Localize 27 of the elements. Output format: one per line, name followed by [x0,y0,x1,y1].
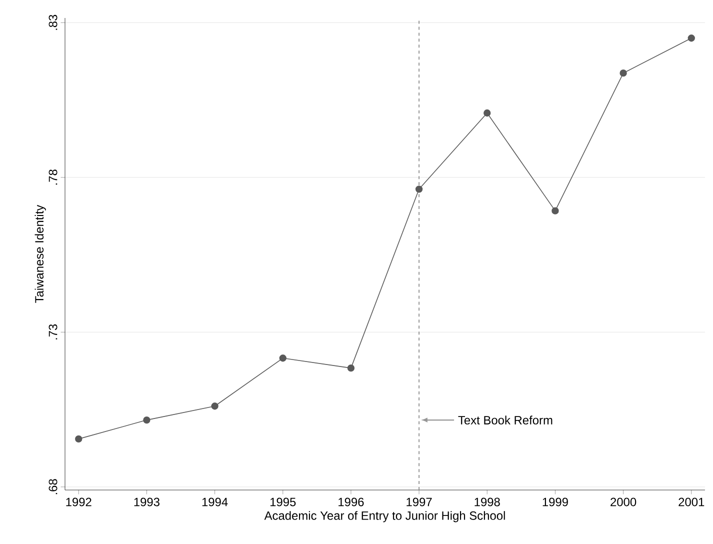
point [620,70,627,77]
point [279,354,286,362]
x-tick-label: 1998 [474,498,500,506]
x-tick-label: 1995 [270,498,296,506]
x-tick-label: 1999 [542,498,568,506]
point [484,109,491,117]
x-tick-label: 1997 [406,498,432,506]
x-tick-label: 1996 [338,498,364,506]
y-tick-label: .68 [48,479,58,494]
y-tick-label: .83 [48,14,58,30]
x-tick-label: 1992 [66,498,92,506]
point [143,416,150,424]
x-axis-title: Academic Year of Entry to Junior High School [264,511,505,522]
x-tick-label: 2001 [678,498,704,506]
y-tick-label: .78 [48,170,58,185]
x-tick-label: 1994 [202,498,228,506]
point [415,186,423,193]
point [347,364,355,372]
point [75,435,82,443]
point [552,207,559,214]
point [688,34,695,42]
point [211,402,218,410]
y-axis-title: Taiwanese Identity [34,204,46,303]
x-tick-label: 1993 [134,498,160,506]
annotation: Text Book Reform [458,416,552,424]
y-tick-label: .73 [48,324,58,340]
x-tick-label: 2000 [610,498,636,506]
